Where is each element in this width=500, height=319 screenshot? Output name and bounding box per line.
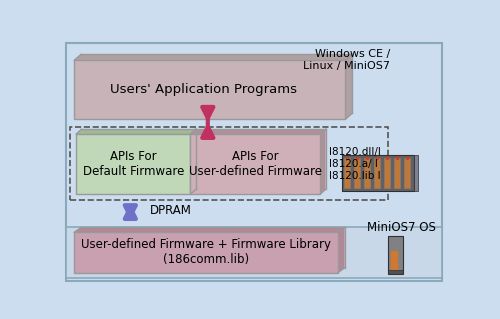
- Polygon shape: [74, 227, 344, 232]
- Polygon shape: [76, 129, 196, 134]
- Text: MiniOS7 OS: MiniOS7 OS: [367, 221, 436, 234]
- FancyBboxPatch shape: [388, 236, 403, 274]
- Text: User-defined Firmware + Firmware Library
(186comm.lib): User-defined Firmware + Firmware Library…: [81, 239, 331, 266]
- Text: Windows CE /
Linux / MiniOS7: Windows CE / Linux / MiniOS7: [303, 49, 390, 71]
- Polygon shape: [74, 54, 352, 60]
- FancyBboxPatch shape: [390, 250, 398, 271]
- FancyBboxPatch shape: [388, 270, 403, 274]
- Polygon shape: [320, 129, 326, 194]
- Polygon shape: [190, 129, 196, 194]
- FancyBboxPatch shape: [344, 158, 350, 188]
- Text: DPRAM: DPRAM: [150, 204, 192, 217]
- FancyBboxPatch shape: [414, 155, 418, 190]
- Polygon shape: [190, 129, 326, 134]
- Text: APIs For
User-defined Firmware: APIs For User-defined Firmware: [188, 150, 322, 178]
- FancyBboxPatch shape: [404, 158, 410, 188]
- FancyBboxPatch shape: [66, 227, 442, 278]
- FancyBboxPatch shape: [384, 158, 390, 188]
- FancyBboxPatch shape: [354, 158, 360, 188]
- FancyBboxPatch shape: [74, 60, 345, 119]
- FancyBboxPatch shape: [74, 232, 338, 273]
- FancyBboxPatch shape: [374, 158, 380, 188]
- FancyBboxPatch shape: [364, 158, 370, 188]
- FancyBboxPatch shape: [394, 158, 400, 188]
- Text: I8120.dll/I
I8120.a/ I
I8120.lib I: I8120.dll/I I8120.a/ I I8120.lib I: [329, 147, 381, 181]
- FancyBboxPatch shape: [190, 134, 320, 194]
- Text: APIs For
Default Firmware: APIs For Default Firmware: [82, 150, 184, 178]
- Polygon shape: [338, 227, 344, 273]
- FancyBboxPatch shape: [76, 134, 190, 194]
- FancyBboxPatch shape: [66, 43, 442, 281]
- Polygon shape: [346, 54, 352, 119]
- Text: Users' Application Programs: Users' Application Programs: [110, 83, 298, 96]
- FancyBboxPatch shape: [342, 155, 414, 190]
